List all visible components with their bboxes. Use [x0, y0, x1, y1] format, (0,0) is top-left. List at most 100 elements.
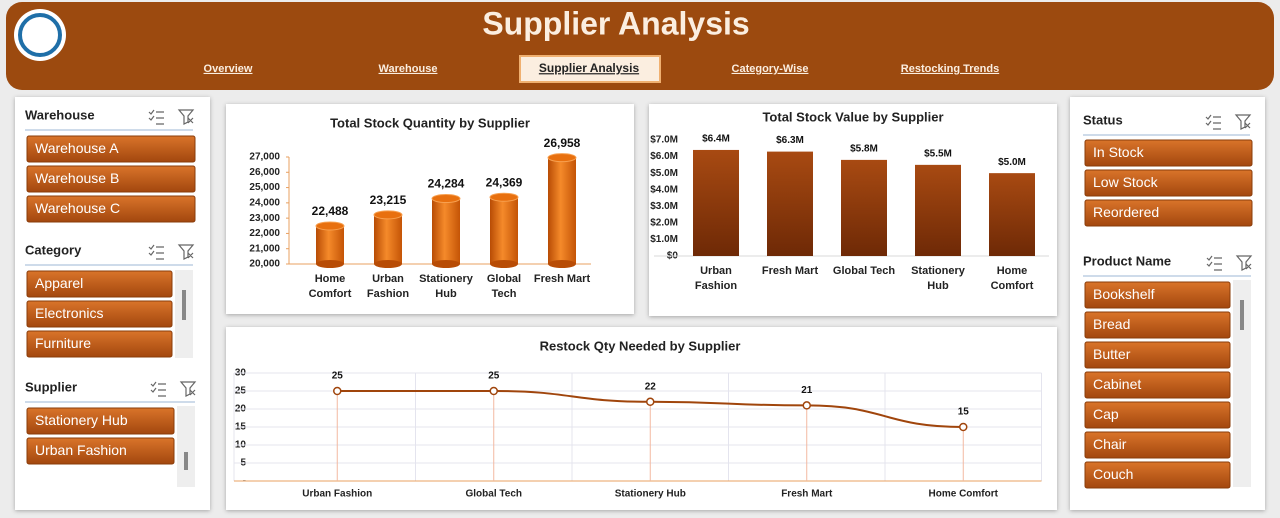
slicer-item[interactable]: Butter	[1093, 346, 1131, 362]
nav-link[interactable]: Category-Wise	[732, 63, 809, 75]
y-tick-label: 20,000	[249, 259, 280, 270]
clear-filter-icon[interactable]	[179, 381, 197, 397]
slicer-button[interactable]	[26, 165, 196, 193]
value-label: 25	[488, 371, 500, 382]
y-tick-label: $5.0M	[650, 168, 678, 179]
value-label: $5.8M	[850, 144, 878, 155]
slicer-button[interactable]	[1084, 169, 1253, 197]
x-tick-label: Urban Fashion	[695, 265, 737, 292]
bar-cap	[547, 153, 577, 163]
slicer-button[interactable]	[1084, 139, 1253, 167]
scroll-track	[1233, 280, 1251, 487]
x-tick-label-text: Stationery Hub	[419, 273, 473, 300]
slicer-item[interactable]: Reordered	[1093, 204, 1159, 220]
slicer-item[interactable]: Urban Fashion	[35, 442, 127, 458]
slicer-item[interactable]: Cabinet	[1093, 376, 1141, 392]
bar-cap	[373, 210, 403, 220]
bar	[693, 149, 739, 256]
bar	[767, 151, 813, 256]
y-tick-label: $3.0M	[650, 201, 678, 212]
x-tick-label-text: Home Comfort	[308, 273, 352, 300]
slicer-item[interactable]: Electronics	[35, 305, 103, 321]
nav-link[interactable]: Restocking Trends	[901, 63, 999, 75]
multi-select-icon[interactable]	[148, 109, 164, 125]
slicer-button[interactable]	[1084, 281, 1231, 309]
slicer-item[interactable]: Stationery Hub	[35, 412, 128, 428]
value-label: 25	[332, 371, 344, 382]
logo-ring	[18, 13, 62, 57]
y-tick-label: 26,000	[249, 167, 280, 178]
bar	[841, 159, 887, 256]
slicer-item[interactable]: Bread	[1093, 316, 1130, 332]
marker	[959, 422, 968, 432]
value-label: $6.3M	[776, 135, 804, 146]
slicer-button[interactable]	[26, 300, 173, 328]
slicer-item[interactable]: Low Stock	[1093, 174, 1159, 190]
slicer-item[interactable]: Cap	[1093, 406, 1119, 422]
scroll-thumb[interactable]	[182, 290, 186, 320]
value-label: 23,215	[370, 193, 407, 207]
slicer-item[interactable]: Chair	[1093, 436, 1127, 452]
y-tick-label: $4.0M	[650, 184, 678, 195]
x-tick-label: Urban Fashion	[366, 273, 410, 300]
bar-cap	[489, 192, 519, 202]
slicer-item[interactable]: Warehouse A	[35, 140, 119, 156]
multi-select-icon[interactable]	[1206, 255, 1222, 271]
y-tick-label: 21,000	[249, 243, 280, 254]
clear-filter-icon[interactable]	[177, 244, 195, 260]
slicer-item[interactable]: Couch	[1093, 466, 1133, 482]
multi-select-icon[interactable]	[1205, 114, 1221, 130]
y-tick-label: $6.0M	[650, 151, 678, 162]
nav-link[interactable]: Warehouse	[379, 63, 438, 75]
clear-filter-icon[interactable]	[1235, 255, 1253, 271]
nav-link[interactable]: Supplier Analysis	[539, 61, 640, 75]
clear-filter-icon[interactable]	[177, 109, 195, 125]
slicer-button[interactable]	[26, 407, 175, 435]
clear-filter-icon[interactable]	[1234, 114, 1252, 130]
slicer-button[interactable]	[26, 135, 196, 163]
value-label: 22,488	[312, 204, 349, 218]
slicer-button[interactable]	[1084, 431, 1231, 459]
x-tick-label: Fresh Mart	[781, 489, 833, 500]
marker	[646, 397, 655, 407]
bar-cap	[431, 194, 461, 204]
slicer-button[interactable]	[1084, 371, 1231, 399]
y-tick-label: 25,000	[249, 182, 280, 193]
scroll-thumb[interactable]	[1240, 300, 1244, 330]
slicer-button[interactable]	[1084, 199, 1253, 227]
value-label: $5.0M	[998, 157, 1026, 168]
x-tick-label-text: Global Tech	[486, 273, 522, 300]
x-tick-label: Stationery Hub	[911, 265, 965, 292]
bar	[316, 225, 344, 264]
slicer-item[interactable]: Warehouse C	[35, 200, 120, 216]
slicer-item[interactable]: Apparel	[35, 275, 83, 291]
multi-select-icon[interactable]	[150, 381, 166, 397]
multi-select-icon[interactable]	[148, 244, 164, 260]
slicer-item[interactable]: Warehouse B	[35, 170, 119, 186]
bar-base	[316, 260, 344, 268]
slicer-button[interactable]	[1084, 401, 1231, 429]
slicer-button[interactable]	[26, 270, 173, 298]
x-tick-label-text: Urban Fashion	[366, 273, 410, 300]
x-tick-label: Home Comfort	[308, 273, 352, 300]
slicer-button[interactable]	[26, 437, 175, 465]
scroll-thumb[interactable]	[184, 452, 188, 470]
chart-title: Total Stock Value by Supplier	[762, 109, 943, 124]
bar-base	[490, 260, 518, 268]
x-tick-label: Home Comfort	[991, 265, 1034, 292]
nav-link[interactable]: Overview	[204, 63, 253, 75]
slicer-item[interactable]: Bookshelf	[1093, 286, 1155, 302]
slicer-button[interactable]	[26, 330, 173, 358]
slicer-button[interactable]	[1084, 461, 1231, 489]
marker	[333, 386, 342, 396]
x-tick-label: Urban Fashion	[302, 489, 372, 500]
slicer-button[interactable]	[1084, 341, 1231, 369]
slicer-button[interactable]	[26, 195, 196, 223]
slicer-title: Category	[25, 242, 82, 257]
slicer-item[interactable]: In Stock	[1093, 144, 1145, 160]
scroll-track	[177, 406, 195, 487]
slicer-item[interactable]: Furniture	[35, 335, 91, 351]
slicer-button[interactable]	[1084, 311, 1231, 339]
